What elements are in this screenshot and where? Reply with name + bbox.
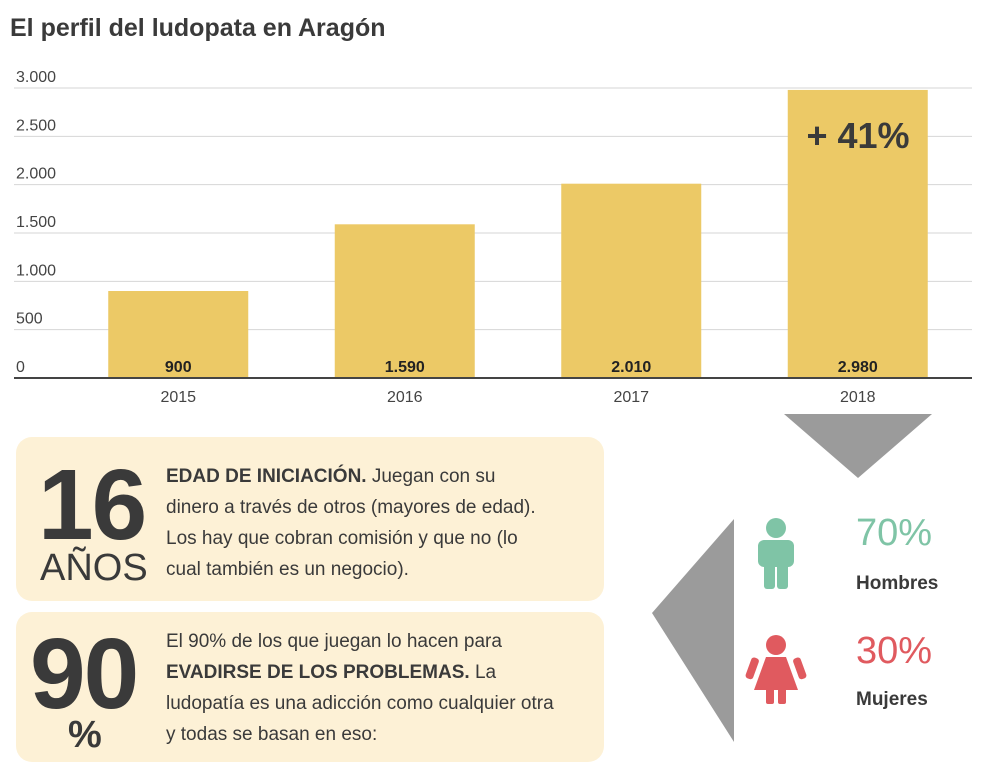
man-icon <box>758 518 794 589</box>
bar-value-label: 900 <box>165 359 192 376</box>
motive-number: 90 <box>30 618 139 730</box>
motive-text-after: La ludopatía es una adicción como cualqu… <box>166 662 554 745</box>
y-tick-label: 1.500 <box>16 214 56 231</box>
age-text: Juegan con su dinero a través de otros (… <box>166 466 536 580</box>
bar-value-label: 2.010 <box>611 359 651 376</box>
woman-icon <box>745 635 807 704</box>
women-label: Mujeres <box>856 689 928 710</box>
age-unit: AÑOS <box>40 547 148 589</box>
bar <box>561 183 702 378</box>
bar <box>787 89 928 378</box>
bar-value-label: 1.590 <box>385 359 425 376</box>
motive-card: 90 % El 90% de los que juegan lo hacen p… <box>16 612 604 762</box>
bar-value-labels: 900 1.590 2.010 2.980 <box>165 359 878 376</box>
y-tick-label: 2.000 <box>16 166 56 183</box>
x-axis-labels: 2015 2016 2017 2018 <box>160 389 875 406</box>
age-heading: EDAD DE INICIACIÓN. <box>166 466 367 487</box>
page-title: El perfil del ludopata en Aragón <box>10 14 386 42</box>
y-tick-label: 0 <box>16 359 25 376</box>
x-tick-label: 2016 <box>387 389 423 406</box>
y-axis-labels: 0 500 1.000 1.500 2.000 2.500 3.000 <box>16 69 56 376</box>
x-tick-label: 2017 <box>613 389 649 406</box>
age-description: EDAD DE INICIACIÓN. Juegan con su dinero… <box>166 461 546 585</box>
motive-description: El 90% de los que juegan lo hacen para E… <box>166 626 566 750</box>
motive-text-before: El 90% de los que juegan lo hacen para <box>166 631 502 652</box>
growth-annotation: + 41% <box>806 115 909 156</box>
x-tick-label: 2015 <box>160 389 196 406</box>
age-card: 16 AÑOS EDAD DE INICIACIÓN. Juegan con s… <box>16 437 604 601</box>
motive-heading: EVADIRSE DE LOS PROBLEMAS. <box>166 662 470 683</box>
age-number: 16 <box>38 449 147 561</box>
chart-bars <box>108 89 928 378</box>
men-label: Hombres <box>856 573 939 594</box>
bar-chart: 0 500 1.000 1.500 2.000 2.500 3.000 900 1.590 2.… <box>14 69 972 406</box>
bar <box>108 291 249 378</box>
x-tick-label: 2018 <box>840 389 876 406</box>
men-percentage: 70% <box>856 512 933 554</box>
bar <box>334 224 475 378</box>
y-tick-label: 1.000 <box>16 262 56 279</box>
women-percentage: 30% <box>856 630 933 672</box>
motive-unit: % <box>68 714 102 756</box>
left-arrow-icon <box>652 519 734 742</box>
y-tick-label: 3.000 <box>16 69 56 86</box>
y-tick-label: 500 <box>16 311 43 328</box>
bar-value-label: 2.980 <box>838 359 878 376</box>
y-tick-label: 2.500 <box>16 117 56 134</box>
down-arrow-icon <box>784 414 932 478</box>
